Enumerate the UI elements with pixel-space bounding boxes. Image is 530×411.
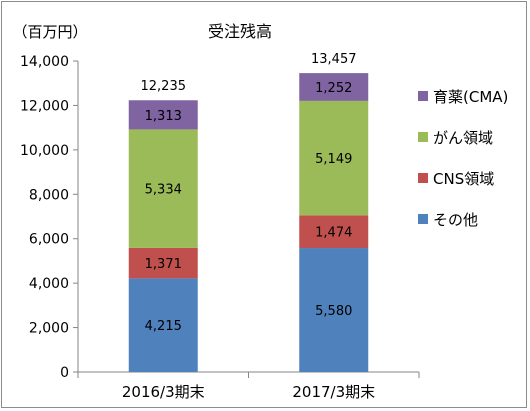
x-tick-label: 2016/3期末 — [122, 383, 205, 401]
legend-label: その他 — [433, 211, 478, 229]
bar-segment — [128, 247, 198, 279]
y-tick-label: 4,000 — [29, 276, 69, 292]
legend-swatch — [418, 132, 428, 142]
y-tick-label: 6,000 — [29, 232, 69, 248]
bar-segment — [299, 73, 369, 101]
y-tick-label: 10,000 — [20, 143, 69, 159]
y-tick-label: 14,000 — [20, 54, 69, 70]
data-label: 1,313 — [145, 109, 182, 124]
bars: 4,215 1,371 5,334 1,313 12,235 2016/3期末 5,580 1… — [122, 52, 375, 401]
bar-segment — [299, 248, 369, 372]
y-tick-label: 2,000 — [29, 321, 69, 337]
bar-segment — [299, 215, 369, 249]
bar-segment — [128, 100, 198, 130]
bar-segment — [299, 100, 369, 216]
data-label: 5,149 — [315, 152, 352, 167]
data-label: 1,371 — [145, 257, 182, 272]
legend-swatch — [418, 91, 428, 101]
y-axis-unit-label: （百万円） — [12, 23, 87, 41]
data-label: 5,334 — [145, 183, 182, 198]
total-label: 13,457 — [311, 52, 357, 67]
legend-label: がん領域 — [433, 129, 493, 147]
legend-swatch — [418, 173, 428, 183]
data-label: 5,580 — [315, 304, 352, 319]
y-tick-label: 8,000 — [29, 187, 69, 203]
data-label: 1,252 — [315, 81, 352, 96]
legend-swatch — [418, 214, 428, 224]
legend-label: CNS領域 — [433, 170, 494, 188]
total-label: 12,235 — [141, 79, 187, 94]
y-tick-label: 12,000 — [20, 98, 69, 114]
data-label: 4,215 — [145, 319, 182, 334]
data-label: 1,474 — [315, 226, 352, 241]
bar-segment — [128, 129, 198, 248]
legend-label: 育薬(CMA) — [433, 88, 508, 106]
bar-segment — [128, 278, 198, 372]
y-tick-label: 0 — [60, 365, 69, 381]
chart-title: 受注残高 — [208, 22, 272, 41]
x-tick-label: 2017/3期末 — [292, 383, 375, 401]
